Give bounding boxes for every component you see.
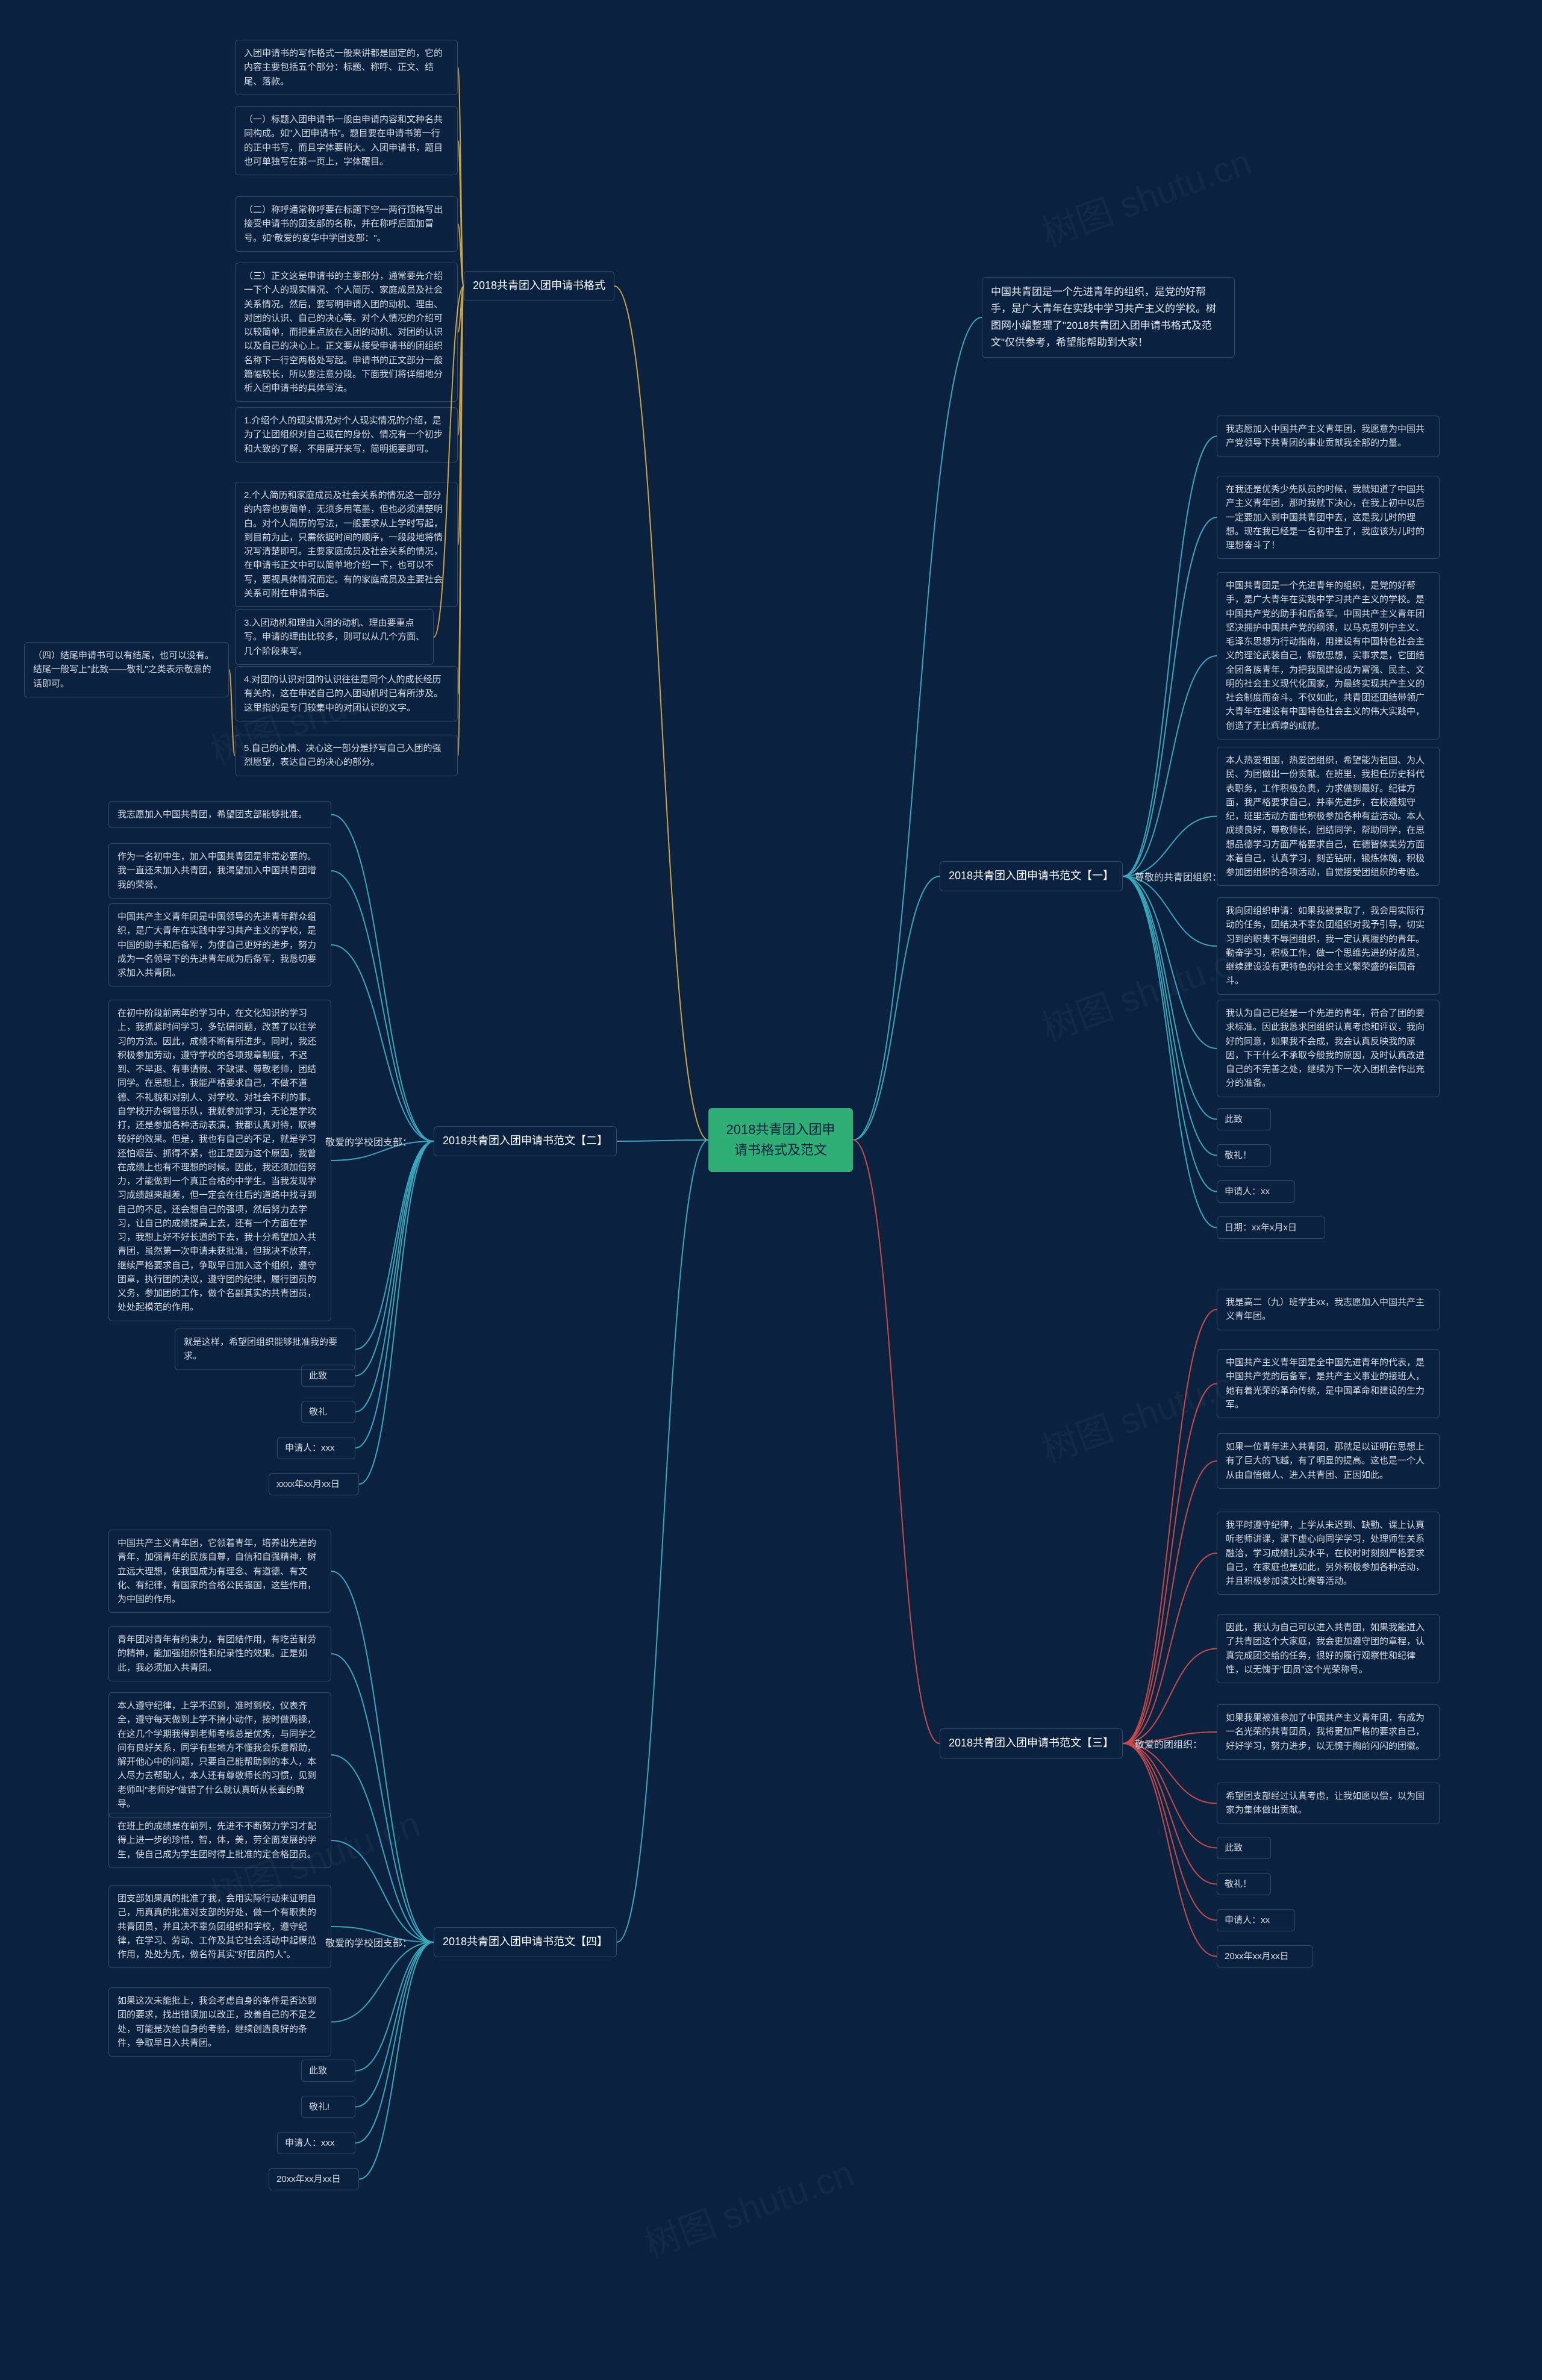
fmt-leaf: （三）正文这是申请书的主要部分，通常要先介绍一下个人的现实情况、个人简历、家庭成… [235, 263, 458, 402]
branch-node-ex2: 2018共青团入团申请书范文【二】 [434, 1126, 617, 1156]
ex3-leaf: 因此，我认为自己可以进入共青团，如果我能进入了共青团这个大家庭，我会更加遵守团的… [1217, 1614, 1440, 1683]
ex2-leaf: 敬礼 [301, 1401, 355, 1423]
ex4-leaf: 如果这次未能批上，我会考虑自身的条件是否达到团的要求，找出错误加以改正，改善自己… [108, 1987, 331, 2057]
link-label: 敬爱的学校团支部： [325, 1935, 412, 1949]
root-node: 2018共青团入团申请书格式及范文 [708, 1108, 853, 1172]
fmt-leaf: 5.自己的心情、决心这一部分是抒写自己入团的强烈愿望，表达自己的决心的部分。 [235, 735, 458, 776]
fmt-tail-text: （四）结尾申请书可以有结尾，也可以没有。结尾一般写上"此致——敬礼"之类表示敬意… [33, 650, 214, 689]
root-text: 2018共青团入团申请书格式及范文 [726, 1122, 835, 1157]
ex3-leaf: 如果一位青年进入共青团，那就足以证明在思想上有了巨大的飞越，有了明显的提高。这也… [1217, 1433, 1440, 1489]
ex1-leaf: 日期：xx年x月x日 [1217, 1216, 1325, 1239]
ex1-leaf: 此致 [1217, 1108, 1271, 1130]
ex4-leaf: 团支部如果真的批准了我，会用实际行动来证明自己，用真真的批准对支部的好处，做一个… [108, 1885, 331, 1968]
branch-node-ex3: 2018共青团入团申请书范文【三】 [940, 1728, 1123, 1759]
link-label: 尊敬的共青团组织： [1135, 869, 1222, 883]
ex2-leaf: 就是这样，希望团组织能够批准我的要求。 [175, 1329, 355, 1370]
link-label: 敬爱的团组织： [1135, 1736, 1202, 1751]
ex2-leaf: xxxx年xx月xx日 [269, 1473, 359, 1495]
ex3-leaf: 敬礼！ [1217, 1873, 1271, 1895]
ex3-leaf: 希望团支部经过认真考虑，让我如愿以偿，以为国家为集体做出贡献。 [1217, 1783, 1440, 1824]
ex4-leaf: 在班上的成绩是在前列，先进不不断努力学习才配得上进一步的珍惜，智，体，美，劳全面… [108, 1813, 331, 1868]
ex4-leaf: 中国共产主义青年团，它领着青年，培养出先进的青年，加强青年的民族自尊，自信和自强… [108, 1530, 331, 1613]
fmt-leaf: 入团申请书的写作格式一般来讲都是固定的，它的内容主要包括五个部分：标题、称呼、正… [235, 40, 458, 95]
ex2-leaf: 在初中阶段前两年的学习中，在文化知识的学习上，我抓紧时间学习，多钻研问题，改善了… [108, 1000, 331, 1321]
intro-text: 中国共青团是一个先进青年的组织，是党的好帮手，是广大青年在实践中学习共产主义的学… [991, 286, 1216, 348]
ex1-leaf: 敬礼！ [1217, 1144, 1271, 1167]
ex2-leaf: 此致 [301, 1365, 355, 1387]
watermark: 树图 shutu.cn [1034, 132, 1257, 257]
mindmap-canvas: 树图 shutu.cn树图 shutu.cn树图 shutu.cn树图 shut… [0, 0, 1542, 2380]
link-label: 敬爱的学校团支部： [325, 1134, 412, 1148]
ex2-leaf: 申请人：xxx [277, 1437, 355, 1459]
ex4-leaf: 此致 [301, 2060, 355, 2082]
fmt-leaf: 3.入团动机和理由入团的动机、理由要重点写。申请的理由比较多，则可以从几个方面、… [235, 609, 434, 665]
fmt-leaf: 4.对团的认识对团的认识往往是同个人的成长经历有关的，这在申述自己的入团动机时已… [235, 666, 458, 721]
ex4-leaf: 申请人：xxx [277, 2132, 355, 2154]
ex1-leaf: 中国共青团是一个先进青年的组织，是党的好帮手，是广大青年在实践中学习共产主义的学… [1217, 572, 1440, 740]
branch-node-fmt: 2018共青团入团申请书格式 [464, 271, 614, 301]
ex4-leaf: 青年团对青年有约束力，有团结作用，有吃苦耐劳的精神，能加强组织性和纪录性的效果。… [108, 1626, 331, 1681]
fmt-leaf: （一）标题入团申请书一般由申请内容和文种名共同构成。如"入团申请书"。题目要在申… [235, 106, 458, 175]
intro-node: 中国共青团是一个先进青年的组织，是党的好帮手，是广大青年在实践中学习共产主义的学… [982, 277, 1235, 358]
fmt-leaf: 1.介绍个人的现实情况对个人现实情况的介绍，是为了让团组织对自己现在的身份、情况… [235, 407, 458, 463]
ex4-leaf: 20xx年xx月xx日 [269, 2168, 359, 2190]
ex4-leaf: 本人遵守纪律，上学不迟到，准时到校，仪表齐全，遵守每天做到上学不搞小动作，按时做… [108, 1692, 331, 1818]
ex2-leaf: 中国共产主义青年团是中国领导的先进青年群众组织，是广大青年在实践中学习共产主义的… [108, 903, 331, 986]
ex3-leaf: 我是高二（九）班学生xx，我志愿加入中国共产主义青年团。 [1217, 1289, 1440, 1330]
branch-node-ex1: 2018共青团入团申请书范文【一】 [940, 861, 1123, 891]
ex2-leaf: 我志愿加入中国共青团，希望团支部能够批准。 [108, 801, 331, 828]
ex1-leaf: 我志愿加入中国共产主义青年团，我愿意为中国共产党领导下共青团的事业贡献我全部的力… [1217, 416, 1440, 457]
ex1-leaf: 本人热爱祖国，热爱团组织，希望能为祖国、为人民、为团做出一份贡献。在班里，我担任… [1217, 747, 1440, 886]
ex1-leaf: 我认为自己已经是一个先进的青年，符合了团的要求标准。因此我恳求团组织认真考虑和评… [1217, 1000, 1440, 1097]
ex3-leaf: 我平时遵守纪律，上学从未迟到、缺勤、课上认真听老师讲课，课下虚心向同学学习，处理… [1217, 1512, 1440, 1595]
fmt-tail-node: （四）结尾申请书可以有结尾，也可以没有。结尾一般写上"此致——敬礼"之类表示敬意… [24, 642, 229, 697]
ex3-leaf: 此致 [1217, 1837, 1271, 1859]
ex4-leaf: 敬礼! [301, 2096, 355, 2118]
ex3-leaf: 申请人：xx [1217, 1909, 1295, 1931]
ex3-leaf: 20xx年xx月xx日 [1217, 1945, 1313, 1967]
fmt-leaf: 2.个人简历和家庭成员及社会关系的情况这一部分的内容也要简单，无须多用笔墨，但也… [235, 482, 458, 607]
ex1-leaf: 申请人：xx [1217, 1180, 1295, 1203]
ex3-leaf: 如果我果被准参加了中国共产主义青年团，有成为一名光荣的共青团员，我将更加严格的要… [1217, 1704, 1440, 1760]
watermark: 树图 shutu.cn [636, 2144, 860, 2268]
branch-node-ex4: 2018共青团入团申请书范文【四】 [434, 1927, 617, 1957]
ex1-leaf: 在我还是优秀少先队员的时候，我就知道了中国共产主义青年团，那时我就下决心，在我上… [1217, 476, 1440, 559]
ex1-leaf: 我向团组织申请：如果我被录取了，我会用实际行动的任务，团结决不辜负团组织对我予引… [1217, 897, 1440, 995]
ex2-leaf: 作为一名初中生，加入中国共青团是非常必要的。我一直还未加入共青团，我渴望加入中国… [108, 843, 331, 899]
ex3-leaf: 中国共产主义青年团是全中国先进青年的代表，是中国共产党的后备军，是共产主义事业的… [1217, 1349, 1440, 1418]
fmt-leaf: （二）称呼通常称呼要在标题下空一两行顶格写出接受申请书的团支部的名称，并在称呼后… [235, 196, 458, 252]
